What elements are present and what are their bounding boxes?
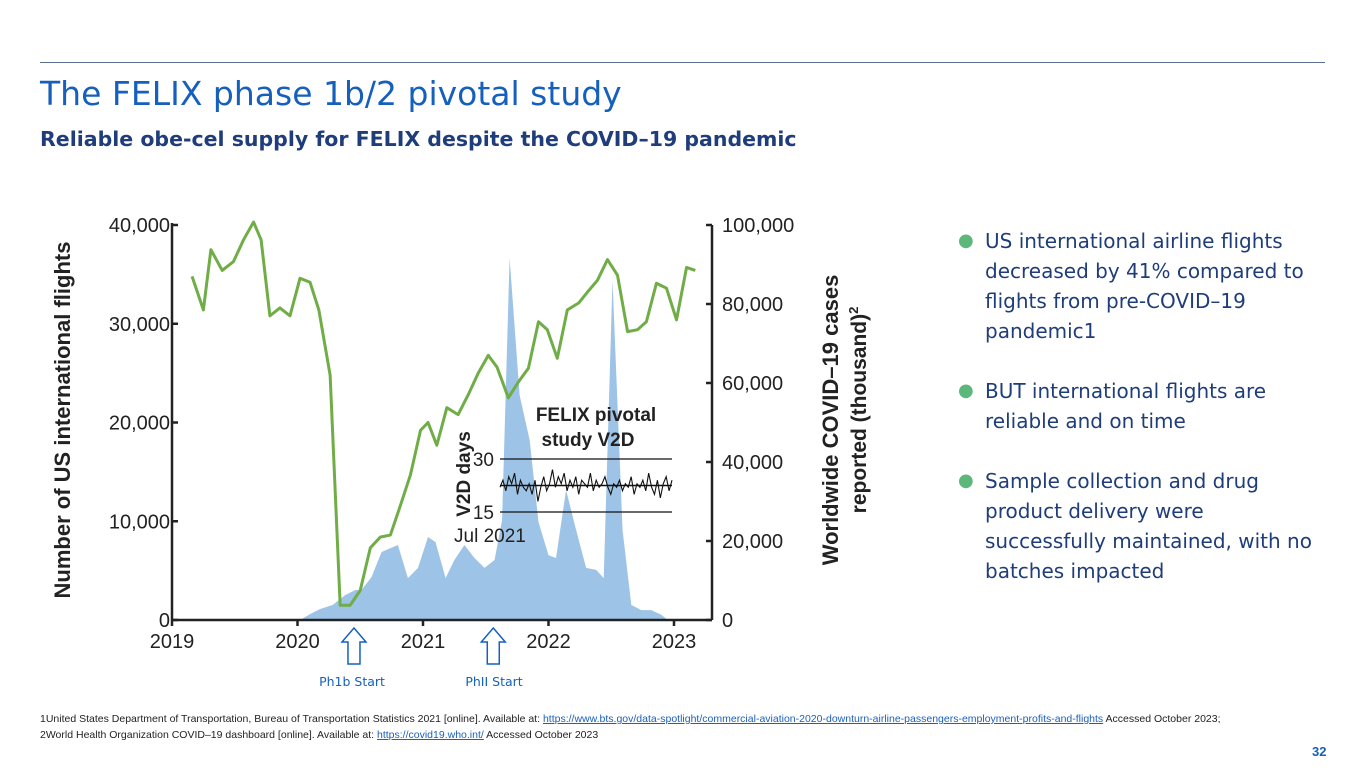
inset-y-label: V2D days <box>454 431 475 517</box>
bullet-item: ● Sample collection and drug product deli… <box>958 466 1318 586</box>
phii-start-label: PhII Start <box>465 674 523 689</box>
bullet-dot-icon: ● <box>958 470 974 491</box>
bullet-dot-icon: ● <box>958 380 974 401</box>
y-left-tick-label: 20,000 <box>109 413 170 435</box>
x-tick-label: 2023 <box>652 631 697 653</box>
key-points-list: ● US international airline flights decrea… <box>958 226 1318 616</box>
page-subtitle: Reliable obe-cel supply for FELIX despit… <box>40 127 797 151</box>
flights-line <box>190 220 696 607</box>
y-left-tick-label: 40,000 <box>109 215 170 237</box>
page-title: The FELIX phase 1b/2 pivotal study <box>40 74 622 113</box>
page-number: 32 <box>1312 744 1327 759</box>
y-left-tick-label: 30,000 <box>109 314 170 336</box>
bullet-item: ● BUT international flights are reliable … <box>958 376 1318 436</box>
x-tick-label: 2020 <box>275 631 320 653</box>
y-right-tick-label: 100,000 <box>722 215 794 237</box>
footnote-1-link[interactable]: https://www.bts.gov/data-spotlight/comme… <box>542 713 1104 725</box>
inset-start-label: Jul 2021 <box>454 526 526 547</box>
bullet-dot-icon: ● <box>958 230 974 251</box>
inset-title: FELIX pivotal <box>536 405 656 426</box>
y-right-tick-label: 40,000 <box>722 452 783 474</box>
y-left-tick-label: 10,000 <box>109 511 170 533</box>
v2d-days-line <box>499 469 673 502</box>
up-arrow-icon <box>479 626 507 665</box>
y-left-tick-label: 0 <box>159 610 170 632</box>
inset-title: study V2D <box>542 430 635 451</box>
y-axis-right-label: Worldwide COVID–19 cases <box>818 275 843 566</box>
y-right-tick-label: 0 <box>722 610 733 632</box>
header-divider <box>40 62 1325 63</box>
x-tick-label: 2021 <box>401 631 446 653</box>
y-right-tick-label: 60,000 <box>722 373 783 395</box>
inset-tick-label: 30 <box>473 450 494 471</box>
covid-cases-area <box>300 258 668 620</box>
inset-tick-label: 15 <box>473 503 494 524</box>
y-right-tick-label: 20,000 <box>722 531 783 553</box>
y-axis-left-label: Number of US international flights <box>50 242 75 599</box>
x-tick-label: 2022 <box>526 631 571 653</box>
bullet-item: ● US international airline flights decrea… <box>958 226 1318 346</box>
x-tick-label: 2019 <box>150 631 195 653</box>
up-arrow-icon <box>340 626 368 665</box>
footnote-1: 1United States Department of Transportat… <box>40 713 1221 725</box>
y-axis-right-label-2: reported (thousand)2 <box>846 307 871 514</box>
y-right-tick-label: 80,000 <box>722 294 783 316</box>
ph1b-start-label: Ph1b Start <box>319 674 385 689</box>
footnote-2-link[interactable]: https://covid19.who.int/ <box>376 729 484 741</box>
footnote-2: 2World Health Organization COVID–19 dash… <box>40 729 599 741</box>
